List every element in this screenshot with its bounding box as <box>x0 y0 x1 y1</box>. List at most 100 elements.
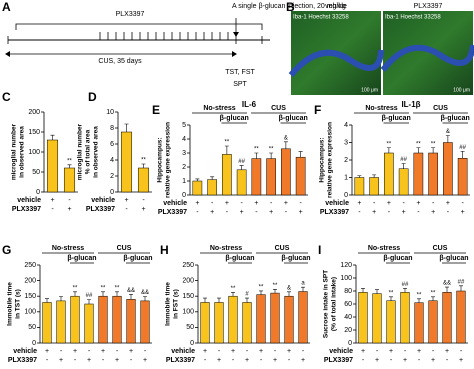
condition-name: vehicle <box>329 348 353 355</box>
bar <box>456 290 466 344</box>
error-bar <box>115 291 119 297</box>
condition-sign: - <box>417 209 420 216</box>
error-bar <box>203 297 207 303</box>
significance-label: && <box>127 288 135 294</box>
condition-sign: + <box>301 357 305 364</box>
group-label: No-stress <box>52 245 84 252</box>
group-label: No-stress <box>368 245 400 252</box>
y-tick-label: 4 <box>182 136 186 143</box>
bar <box>414 302 424 344</box>
cus-label: CUS, 35 days <box>98 58 142 65</box>
y-axis-label: in FST (s) <box>173 289 180 319</box>
panel-letter: C <box>2 90 11 104</box>
image-label: PLX3397 <box>414 3 443 10</box>
y-tick-label: 4 <box>344 122 348 129</box>
condition-sign: + <box>446 200 450 207</box>
scale-label: 100 μm <box>453 87 470 93</box>
error-bar <box>143 296 147 301</box>
bar <box>281 148 291 196</box>
y-tick-label: 5 <box>182 122 186 129</box>
significance-label: ## <box>402 282 409 288</box>
significance-label: ** <box>389 290 394 296</box>
y-axis-label: Immobile time <box>7 282 14 326</box>
y-tick-label: 80 <box>344 288 352 295</box>
y-tick-label: 8 <box>110 125 114 132</box>
significance-label: & <box>284 135 288 141</box>
bar <box>46 139 59 193</box>
stain-label: Iba-1 Hoechst 33258 <box>385 15 441 21</box>
y-axis-label: Sucrose intake in SPT <box>323 270 330 338</box>
condition-name: vehicle <box>163 200 187 207</box>
y-tick-label: 2 <box>182 164 186 171</box>
subgroup-label: β-glucan <box>225 255 254 262</box>
bar <box>298 291 308 344</box>
condition-sign: - <box>144 348 147 355</box>
condition-sign: + <box>287 348 291 355</box>
condition-sign: + <box>461 209 465 216</box>
condition-sign: + <box>402 209 406 216</box>
condition-sign: + <box>445 348 449 355</box>
y-tick-label: 1 <box>182 178 186 185</box>
error-bar <box>445 286 449 293</box>
condition-sign: + <box>115 357 119 364</box>
error-bar <box>59 296 63 301</box>
bar <box>266 158 276 196</box>
bar <box>413 152 424 196</box>
y-tick-label: 100 <box>24 309 36 316</box>
condition-sign: - <box>218 348 221 355</box>
bar <box>70 295 80 344</box>
bar <box>242 302 252 344</box>
subgroup-label: β-glucan <box>123 255 152 262</box>
timeline-ticks <box>7 32 263 44</box>
y-tick-label: 200 <box>182 277 194 284</box>
error-bar <box>273 289 277 294</box>
panel-letter: H <box>160 243 169 257</box>
bar <box>214 302 224 344</box>
condition-sign: - <box>74 357 77 364</box>
error-bar <box>431 296 435 301</box>
condition-name: PLX3397 <box>324 357 353 364</box>
significance-label: ** <box>141 158 146 164</box>
nuclei-band <box>288 49 384 77</box>
significance-label: && <box>443 281 451 287</box>
bar <box>84 303 94 344</box>
group-label: CUS <box>433 105 448 112</box>
bar <box>372 293 382 344</box>
significance-label: ## <box>459 145 466 151</box>
condition-sign: - <box>232 357 235 364</box>
condition-sign: + <box>129 348 133 355</box>
bar <box>428 300 438 344</box>
y-tick-label: 50 <box>186 324 194 331</box>
error-bar <box>224 145 229 155</box>
group-label: CUS <box>433 245 448 252</box>
panel-letter: B <box>286 0 295 14</box>
group-label: CUS <box>275 245 290 252</box>
y-axis-label: microglial number <box>11 123 18 180</box>
y-tick-label: 100 <box>340 275 352 282</box>
condition-name: PLX3397 <box>158 209 187 216</box>
condition-sign: + <box>73 348 77 355</box>
error-bar <box>445 135 450 143</box>
y-tick-label: 3 <box>182 150 186 157</box>
condition-sign: + <box>284 200 288 207</box>
y-tick-label: 0 <box>344 192 348 199</box>
y-tick-label: 200 <box>28 109 40 116</box>
significance-label: ** <box>73 285 78 291</box>
y-axis-label: relative gene expression <box>327 122 334 198</box>
significance-label: ** <box>269 147 274 153</box>
subgroup-label: β-glucan <box>439 255 468 262</box>
bar <box>442 292 452 344</box>
error-bar <box>217 297 221 303</box>
y-tick-label: 2 <box>344 157 348 164</box>
subgroup-label: β-glucan <box>279 115 308 122</box>
error-bar <box>416 147 421 153</box>
subgroup-label: β-glucan <box>383 255 412 262</box>
condition-sign: + <box>431 209 435 216</box>
condition-sign: - <box>196 209 199 216</box>
condition-sign: - <box>46 357 49 364</box>
condition-sign: + <box>361 348 365 355</box>
condition-sign: - <box>446 357 449 364</box>
injection-label: A single β-glucan injection, 20 mg/kg <box>232 3 346 10</box>
condition-name: vehicle <box>13 348 37 355</box>
group-label: No-stress <box>203 105 235 112</box>
